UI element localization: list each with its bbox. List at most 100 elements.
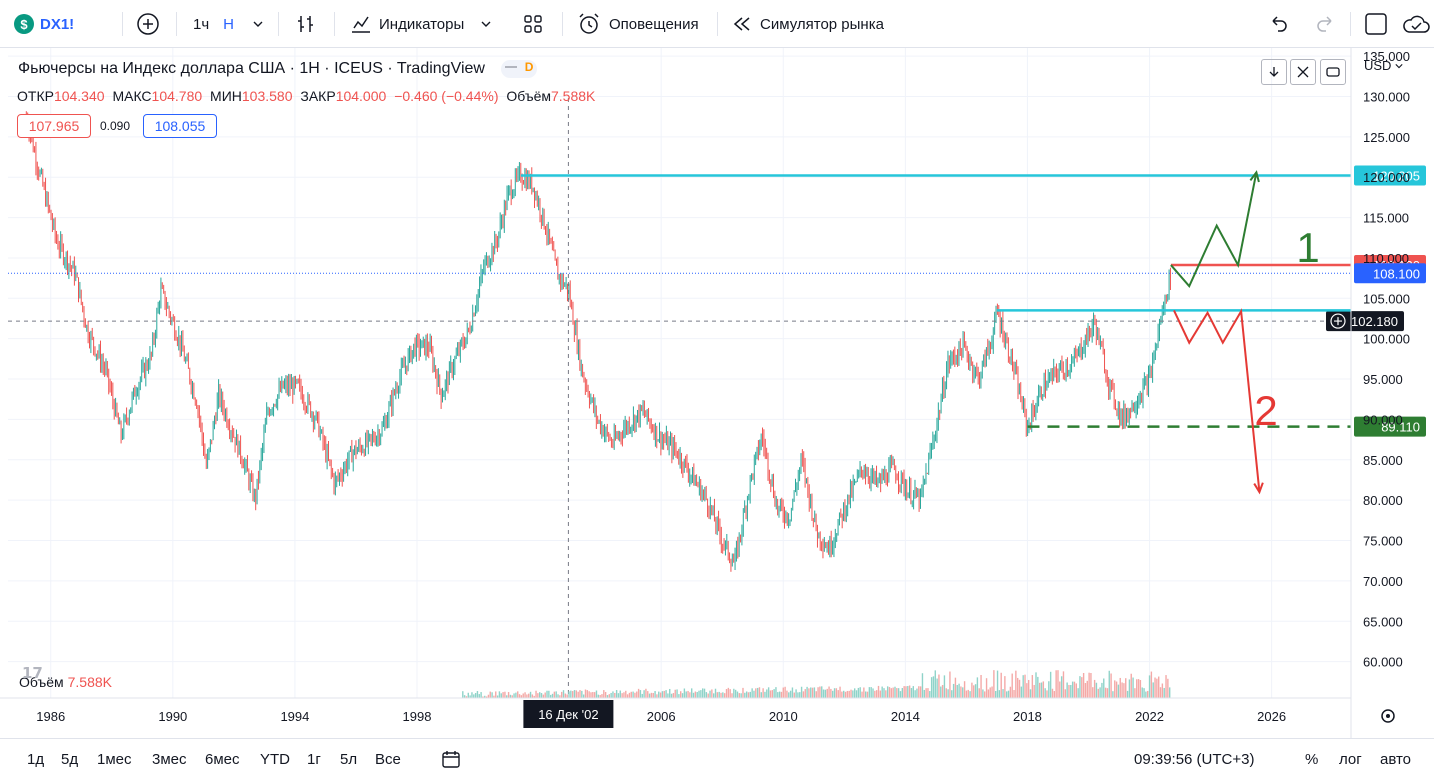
bars-chart-icon — [298, 16, 313, 32]
expand-icon — [1297, 66, 1309, 78]
symbol-name: DX1! — [40, 15, 75, 33]
gear-icon — [1381, 709, 1395, 723]
y-tick-label: 80.000 — [1363, 493, 1403, 508]
symbol-search[interactable]: $ DX1! — [14, 0, 74, 48]
range-button-4[interactable]: 3мес — [152, 750, 187, 768]
range-button-3[interactable]: 1мес — [97, 750, 132, 768]
ohlc-legend: ОТКР104.340 МАКС104.780 МИН103.580 ЗАКР1… — [17, 88, 595, 104]
range-button-7[interactable]: 1г — [307, 750, 321, 768]
level-label-bg — [1354, 165, 1426, 186]
y-tick-label: 120.000 — [1363, 170, 1410, 185]
interval-unit: H — [223, 15, 235, 33]
tv-logo: 17 — [22, 664, 43, 682]
x-tick-label: 2022 — [1135, 709, 1164, 724]
level-label-bg — [1354, 263, 1426, 284]
fullscreen-button[interactable] — [1364, 0, 1388, 48]
spread-value: 0.090 — [100, 119, 131, 133]
grid-icon — [524, 15, 542, 33]
alarm-clock-icon — [579, 13, 599, 34]
interval-number: 1ч — [193, 15, 210, 33]
restore-chart-button[interactable] — [1320, 59, 1346, 85]
candlestick-series — [25, 111, 1171, 572]
range-button-2[interactable]: 5д — [61, 750, 79, 768]
chart-type-button[interactable] — [295, 0, 317, 48]
scroll-down-button[interactable] — [1261, 59, 1287, 85]
time-axis: 1986 1990 1994 1998 2006 2010 2014 2018 2022 2026… — [0, 697, 1395, 728]
chevron-down-icon — [481, 21, 491, 27]
currency-selector[interactable]: USD — [1364, 58, 1403, 73]
percent-toggle[interactable]: % — [1305, 750, 1319, 768]
indicators-button[interactable]: Индикаторы — [350, 0, 492, 48]
currency-label: USD — [1364, 58, 1392, 73]
x-tick-label: 1998 — [403, 709, 432, 724]
high-label: МАКС — [112, 88, 152, 104]
y-tick-label: 115.000 — [1363, 211, 1409, 226]
save-cloud-button[interactable] — [1401, 0, 1431, 48]
redo-button[interactable] — [1314, 0, 1336, 48]
alerts-button[interactable]: Оповещения — [577, 0, 699, 48]
y-tick-label: 70.000 — [1363, 574, 1403, 589]
y-tick-label: 135.000 — [1363, 49, 1410, 64]
crosshair-date-bg — [523, 700, 614, 728]
delay-badge: D — [524, 60, 534, 74]
x-tick-label: 2010 — [769, 709, 798, 724]
high-value: 104.780 — [151, 88, 203, 104]
y-tick-label: 95.000 — [1363, 372, 1403, 387]
scenario-arrowhead — [1249, 170, 1260, 183]
y-tick-label: 110.000 — [1363, 251, 1409, 266]
auto-toggle[interactable]: авто — [1380, 750, 1412, 768]
add-alert-icon — [1330, 313, 1346, 329]
indicators-label: Индикаторы — [379, 15, 465, 33]
x-tick-label: 1990 — [158, 709, 187, 724]
x-tick-label: 2006 — [647, 709, 676, 724]
level-label-bg — [1354, 416, 1426, 437]
level-label: 89.110 — [1381, 420, 1420, 435]
range-button-6[interactable]: YTD — [260, 750, 290, 768]
range-button-5[interactable]: 6мес — [205, 750, 240, 768]
calendar-icon — [442, 751, 460, 768]
chevron-down-icon — [253, 21, 263, 27]
redo-icon — [1317, 16, 1332, 32]
y-tick-label: 60.000 — [1363, 655, 1403, 670]
level-label: 102.180 — [1351, 314, 1398, 329]
maximize-chart-button[interactable] — [1290, 59, 1316, 85]
vol-label: Объём — [506, 88, 551, 104]
level-label: 108.100 — [1373, 266, 1420, 281]
change-value: −0.460 (−0.44%) — [394, 88, 499, 104]
volume-value: 7.588K — [67, 674, 112, 690]
goto-date-button[interactable] — [440, 739, 462, 779]
y-tick-label: 65.000 — [1363, 614, 1403, 629]
crosshair-date: 16 Дек '02 — [538, 707, 598, 722]
rewind-icon — [733, 17, 750, 31]
data-status-badge: D — [501, 60, 538, 78]
volume-label: Объём — [19, 674, 64, 690]
range-button-9[interactable]: Все — [375, 750, 401, 768]
chart-title: Фьючерсы на Индекс доллара США · 1Н · IC… — [18, 60, 538, 78]
sell-price-box[interactable]: 107.965 — [17, 114, 91, 138]
scenario-path — [1173, 308, 1261, 493]
scenario-path — [1170, 172, 1258, 289]
chart-grid — [8, 48, 1351, 698]
y-tick-label: 130.000 — [1363, 89, 1410, 104]
undo-icon — [1272, 16, 1287, 32]
layouts-button[interactable] — [522, 0, 544, 48]
open-value: 104.340 — [53, 88, 105, 104]
add-alert-icon-plus — [1334, 317, 1342, 326]
interval-selector[interactable]: 1ч H — [193, 0, 264, 48]
chevron-down-icon — [1395, 64, 1403, 69]
clock-time[interactable]: 09:39:56 (UTC+3) — [1134, 750, 1255, 768]
arrow-down-icon — [1269, 67, 1279, 77]
plus-circle-icon — [137, 13, 159, 35]
vol-value: 7.588K — [550, 88, 596, 104]
compare-symbol-button[interactable] — [136, 0, 160, 48]
buy-price-box[interactable]: 108.055 — [143, 114, 217, 138]
y-tick-label: 100.000 — [1363, 332, 1410, 347]
log-toggle[interactable]: лог — [1339, 750, 1362, 768]
undo-button[interactable] — [1268, 0, 1290, 48]
range-button-8[interactable]: 5л — [340, 750, 358, 768]
series-title: Фьючерсы на Индекс доллара США · 1Н · IC… — [18, 60, 485, 77]
range-button-1[interactable]: 1д — [27, 750, 45, 768]
market-replay-button[interactable]: Симулятор рынка — [731, 0, 884, 48]
top-toolbar: $ DX1! 1ч H Индикаторы Оповещения Симуля… — [0, 0, 1434, 48]
